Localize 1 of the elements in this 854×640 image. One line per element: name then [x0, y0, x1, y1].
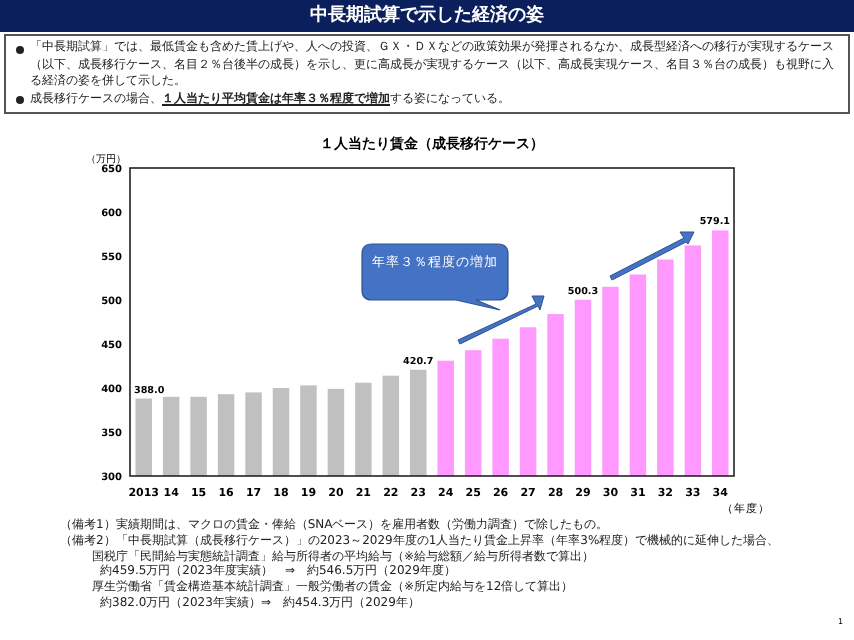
chart-title: 中長期試算で示した経済の姿 [0, 0, 854, 32]
